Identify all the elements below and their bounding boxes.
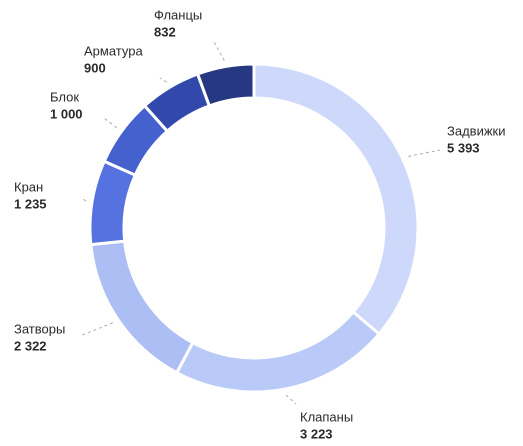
leader-line: [79, 322, 114, 337]
donut-segment: [175, 310, 381, 394]
segment-value: 3 223: [300, 426, 333, 441]
segment-value: 900: [84, 60, 106, 75]
donut-segment: [196, 62, 256, 108]
segment-label: Арматура: [84, 43, 143, 58]
leader-line: [159, 77, 167, 83]
segment-label: Блок: [50, 89, 79, 104]
segment-value: 5 393: [447, 140, 480, 155]
leader-line: [81, 197, 87, 202]
donut-segment: [252, 62, 420, 336]
leader-line: [212, 39, 225, 61]
segment-value: 1 000: [50, 106, 83, 121]
leader-line: [408, 149, 441, 157]
donut-segment: [89, 239, 195, 375]
segment-label: Фланцы: [154, 7, 202, 22]
segment-label: Клапаны: [300, 409, 353, 424]
leader-line: [103, 117, 117, 129]
segment-value: 1 235: [14, 196, 47, 211]
donut-segment: [88, 159, 137, 247]
segment-value: 2 322: [14, 338, 47, 353]
leader-line: [285, 394, 297, 405]
segment-label: Кран: [14, 179, 43, 194]
segment-label: Задвижки: [447, 123, 505, 138]
segment-label: Затворы: [14, 321, 65, 336]
segment-value: 832: [154, 24, 176, 39]
